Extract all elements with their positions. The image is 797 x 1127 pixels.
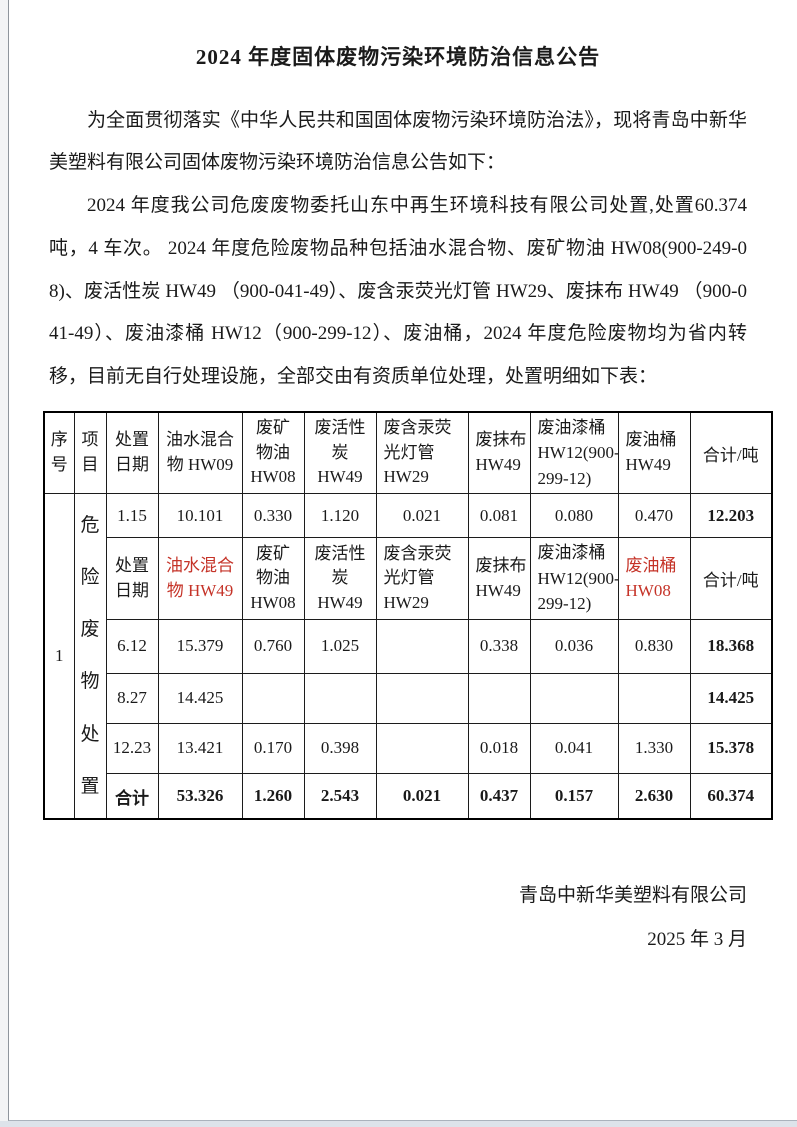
total-cell: 53.326 xyxy=(157,772,243,820)
table-row-jun: 6.12 15.379 0.760 1.025 0.338 0.036 0.83… xyxy=(44,618,773,674)
data-cell: 10.101 xyxy=(157,493,243,539)
subheader-cell-activated-carbon: 废活性 炭 HW49 xyxy=(303,537,377,620)
header-cell-activated-carbon: 废活性 炭 HW49 xyxy=(303,411,377,495)
data-cell xyxy=(617,672,691,724)
header-cell-oil-water: 油水混合 物 HW09 xyxy=(157,411,243,495)
subheader-cell-oil-bucket: 废油桶 HW08 xyxy=(617,537,691,620)
table-row-total: 合计 53.326 1.260 2.543 0.021 0.437 0.157 … xyxy=(44,772,773,820)
data-cell: 0.036 xyxy=(529,618,619,674)
subheader-cell-oil-water: 油水混合 物 HW49 xyxy=(157,537,243,620)
header-cell-date: 处置 日期 xyxy=(105,411,159,495)
doc-title: 2024 年度固体废物污染环境防治信息公告 xyxy=(195,45,601,69)
data-cell: 13.421 xyxy=(157,722,243,774)
data-cell: 0.760 xyxy=(241,618,305,674)
header-cell-paint-bucket: 废油漆桶 HW12(900- 299-12) xyxy=(529,411,619,495)
data-cell: 1.120 xyxy=(303,493,377,539)
data-cell: 0.041 xyxy=(529,722,619,774)
data-cell: 0.080 xyxy=(529,493,619,539)
disposal-paragraph: 2024 年度我公司危废废物委托山东中再生环境科技有限公司处置,处置60.374… xyxy=(49,195,747,387)
table-header-row: 序 号 项 目 处置 日期 油水混合 物 HW09 废矿 物油 HW08 废活性… xyxy=(43,411,773,495)
subheader-cell-paint-bucket: 废油漆桶 HW12(900- 299-12) xyxy=(529,537,619,620)
header-cell-oil-bucket: 废油桶 HW49 xyxy=(617,411,691,495)
row-total-cell: 18.368 xyxy=(689,618,773,674)
row-total-cell: 15.378 xyxy=(689,722,773,774)
signature-block: 青岛中新华美塑料有限公司 2025 年 3 月 xyxy=(49,874,747,961)
data-cell: 1.330 xyxy=(617,722,691,774)
data-cell xyxy=(529,672,619,724)
signature-date: 2025 年 3 月 xyxy=(647,928,747,950)
data-cell: 14.425 xyxy=(157,672,243,724)
data-cell xyxy=(467,672,531,724)
subheader-cell-date: 处置 日期 xyxy=(105,537,159,620)
data-cell xyxy=(241,672,305,724)
table-row-aug: 8.27 14.425 14.425 xyxy=(44,672,773,724)
document-page: 2024 年度固体废物污染环境防治信息公告 为全面贯彻落实《中华人民共和国固体废… xyxy=(8,0,797,1121)
data-cell: 15.379 xyxy=(157,618,243,674)
total-cell: 0.021 xyxy=(375,772,469,820)
data-cell: 0.338 xyxy=(467,618,531,674)
signature-company: 青岛中新华美塑料有限公司 xyxy=(518,885,747,907)
total-cell: 0.157 xyxy=(529,772,619,820)
data-cell xyxy=(303,672,377,724)
data-cell: 0.021 xyxy=(375,493,469,539)
data-cell-date: 8.27 xyxy=(105,672,159,724)
category-cell: 危险废物处置 xyxy=(73,493,107,820)
table-row-jan: 1 危险废物处置 1.15 10.101 0.330 1.120 0.021 0… xyxy=(43,493,773,820)
category-vertical-text: 危险废物处置 xyxy=(80,514,100,797)
data-cell-date: 1.15 xyxy=(105,493,159,539)
subheader-cell-rag: 废抹布 HW49 xyxy=(467,537,531,620)
page-edge-strip xyxy=(0,0,8,1121)
data-cell: 0.470 xyxy=(617,493,691,539)
table-subheader-row: 处置 日期 油水混合 物 HW49 废矿 物油 HW08 废活性 炭 HW49 … xyxy=(44,537,773,620)
data-cell: 0.398 xyxy=(303,722,377,774)
row-total-cell: 12.203 xyxy=(689,493,773,539)
subheader-cell-mineral-oil: 废矿 物油 HW08 xyxy=(241,537,305,620)
data-cell: 0.081 xyxy=(467,493,531,539)
total-cell: 2.543 xyxy=(303,772,377,820)
intro-paragraph: 为全面贯彻落实《中华人民共和国固体废物污染环境防治法》，现将青岛中新华美塑料有限… xyxy=(49,109,747,174)
header-cell-fluorescent-tube: 废含汞荧 光灯管 HW29 xyxy=(375,411,469,495)
total-cell: 2.630 xyxy=(617,772,691,820)
data-cell xyxy=(375,618,469,674)
disposal-table: 序 号 项 目 处置 日期 油水混合 物 HW09 废矿 物油 HW08 废活性… xyxy=(43,410,773,821)
total-label-cell: 合计 xyxy=(105,772,159,820)
header-cell-total: 合计/吨 xyxy=(689,411,773,495)
data-cell: 0.330 xyxy=(241,493,305,539)
data-cell-date: 12.23 xyxy=(105,722,159,774)
total-cell: 1.260 xyxy=(241,772,305,820)
data-cell-date: 6.12 xyxy=(105,618,159,674)
header-cell-rag: 废抹布 HW49 xyxy=(467,411,531,495)
data-cell: 1.025 xyxy=(303,618,377,674)
subheader-cell-total: 合计/吨 xyxy=(689,537,773,620)
data-cell xyxy=(375,672,469,724)
header-cell-item: 项 目 xyxy=(73,411,107,495)
data-cell: 0.830 xyxy=(617,618,691,674)
total-cell: 0.437 xyxy=(467,772,531,820)
header-cell-seq: 序 号 xyxy=(43,411,75,495)
data-cell xyxy=(375,722,469,774)
data-cell: 0.018 xyxy=(467,722,531,774)
grand-total-cell: 60.374 xyxy=(689,772,773,820)
table-row-dec: 12.23 13.421 0.170 0.398 0.018 0.041 1.3… xyxy=(44,722,773,774)
subheader-cell-fluorescent-tube: 废含汞荧 光灯管 HW29 xyxy=(375,537,469,620)
header-cell-mineral-oil: 废矿 物油 HW08 xyxy=(241,411,305,495)
seq-cell: 1 xyxy=(43,493,75,820)
row-total-cell: 14.425 xyxy=(689,672,773,724)
data-cell: 0.170 xyxy=(241,722,305,774)
